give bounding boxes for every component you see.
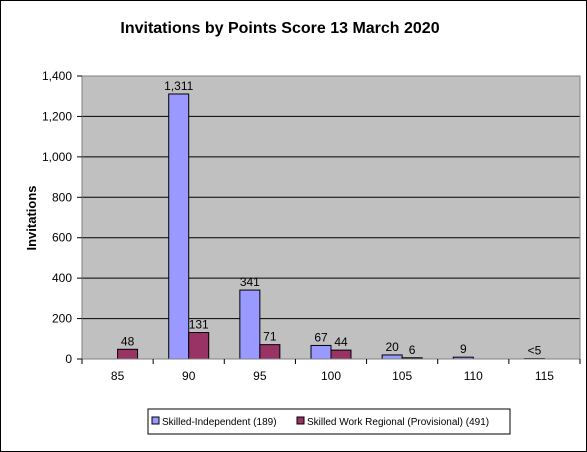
data-label: 71 <box>263 330 277 344</box>
y-tick-label: 800 <box>52 190 72 204</box>
data-label: 48 <box>121 334 135 348</box>
y-tick-label: 1,200 <box>42 109 72 123</box>
y-tick-label: 200 <box>52 312 72 326</box>
legend-label: Skilled Work Regional (Provisional) (491… <box>307 417 489 428</box>
data-label: 131 <box>189 318 209 332</box>
bar <box>188 332 210 360</box>
bar <box>381 354 403 360</box>
data-label: 67 <box>314 330 328 344</box>
data-label: 9 <box>460 342 467 356</box>
data-label: 6 <box>409 343 416 357</box>
bar <box>168 93 190 360</box>
y-tick-label: 600 <box>52 231 72 245</box>
x-tick-label: 95 <box>253 369 267 383</box>
x-tick-label: 100 <box>321 369 341 383</box>
x-tick-label: 105 <box>392 369 412 383</box>
bar <box>310 344 332 360</box>
legend-swatch <box>296 416 305 425</box>
data-label: <5 <box>528 344 542 358</box>
bar <box>259 344 281 360</box>
bar <box>117 348 139 360</box>
bar <box>330 349 352 360</box>
plot-area <box>82 76 580 359</box>
y-tick-label: 1,400 <box>42 69 72 83</box>
bar <box>239 289 261 360</box>
data-label: 20 <box>385 340 399 354</box>
x-tick-label: 85 <box>111 369 125 383</box>
legend-label: Skilled-Independent (189) <box>162 417 277 428</box>
y-tick-label: 1,000 <box>42 150 72 164</box>
x-tick-label: 110 <box>464 369 483 383</box>
x-tick-label: 90 <box>182 369 196 383</box>
x-tick-label: 115 <box>535 369 554 383</box>
data-label: 1,311 <box>164 79 193 93</box>
legend-swatch <box>151 416 160 425</box>
y-tick-label: 400 <box>52 271 72 285</box>
legend: Skilled-Independent (189) Skilled Work Re… <box>147 408 511 435</box>
y-axis-label: Invitations <box>24 185 39 250</box>
plot-border <box>81 75 581 360</box>
data-label: 44 <box>334 335 348 349</box>
chart-title: Invitations by Points Score 13 March 202… <box>120 20 439 37</box>
y-tick-label: 0 <box>65 352 72 366</box>
data-label: 341 <box>240 275 260 289</box>
